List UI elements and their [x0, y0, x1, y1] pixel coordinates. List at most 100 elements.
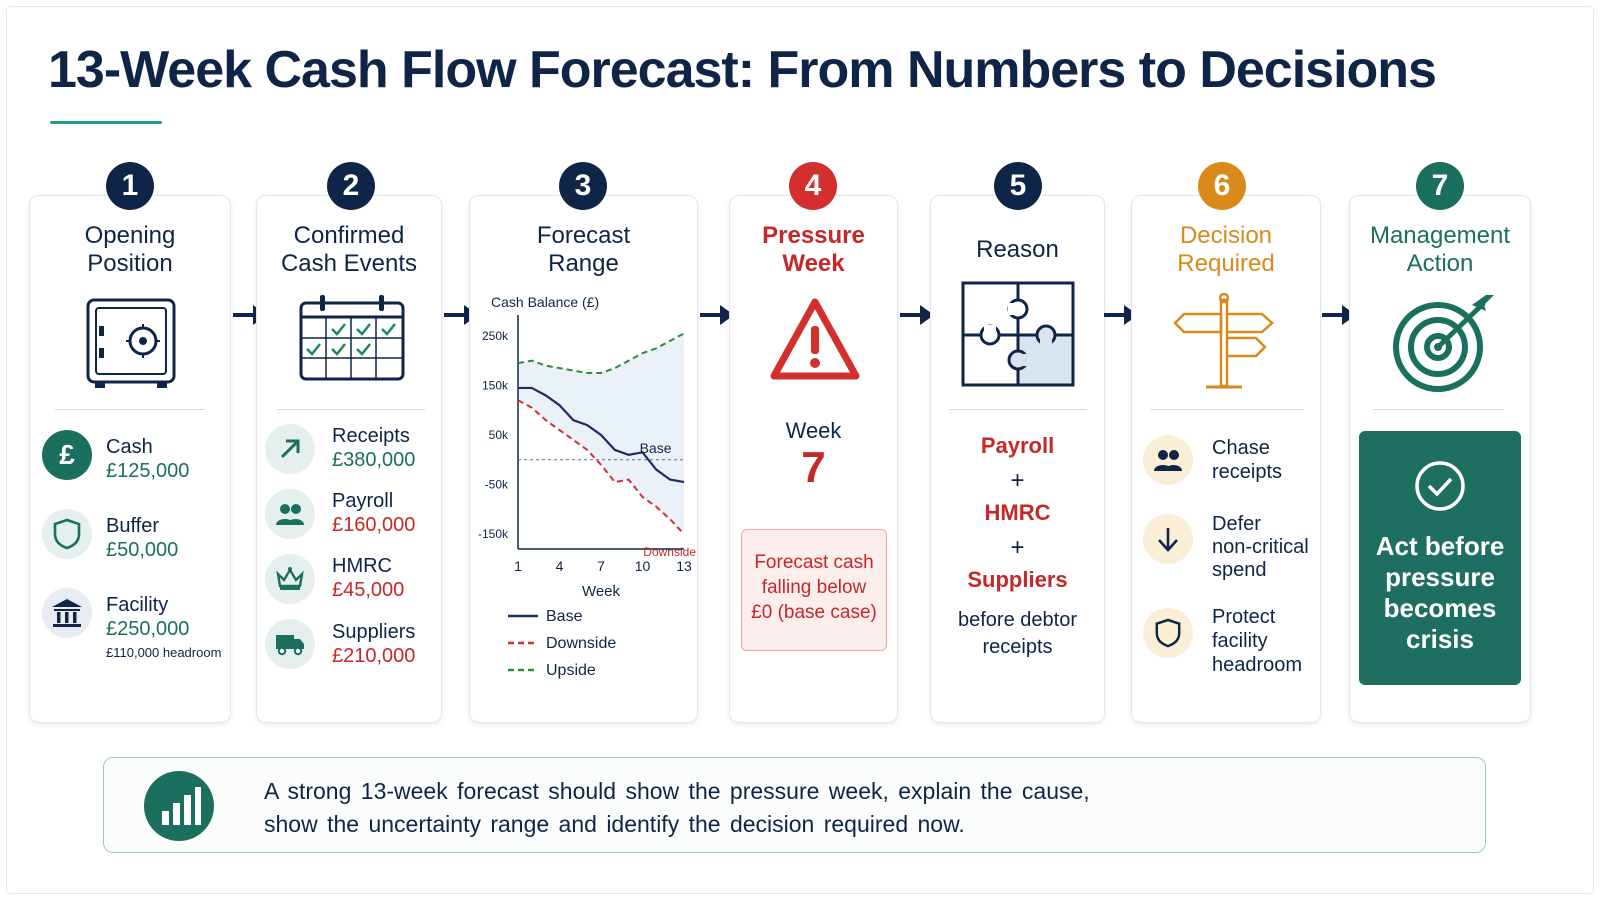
alert-text: falling below — [761, 577, 867, 598]
target-icon — [1393, 295, 1494, 392]
people-icon — [1143, 435, 1193, 485]
alert-text: £0 (base case) — [751, 602, 877, 623]
y-tick-label: 150k — [482, 378, 509, 392]
decision-text: facility — [1212, 630, 1268, 652]
week-value: 7 — [801, 443, 826, 492]
divider — [949, 409, 1087, 410]
item-value: £250,000 — [106, 618, 190, 640]
alert-text: Forecast cash — [754, 552, 874, 573]
reason-note: before debtor — [958, 609, 1077, 631]
card-forecast-range: Forecast Range Cash Balance (£) 250k 150k 50… — [469, 195, 698, 723]
reason-note: receipts — [982, 636, 1053, 658]
puzzle-icon — [961, 281, 1075, 387]
card-title: Opening Position — [84, 222, 176, 277]
legend-label: Upside — [546, 662, 596, 679]
arrow-up-right-icon — [265, 424, 315, 474]
step-number: 6 — [1198, 162, 1246, 210]
legend-label: Base — [546, 608, 583, 625]
card-title: Reason — [976, 236, 1059, 263]
calendar-icon — [299, 295, 405, 381]
alert-box: Forecast cash falling below £0 (base cas… — [741, 529, 887, 651]
card-opening-position: Opening Position £ Cash £125,000 Buffer £… — [29, 195, 231, 723]
summary-box: A strong 13-week forecast should show th… — [103, 757, 1486, 853]
arrow-down-icon — [1143, 514, 1193, 564]
y-tick-label: 250k — [482, 329, 509, 343]
week-label: Week — [785, 418, 842, 443]
card-reason: Reason Payroll + HMRC + Suppliers before… — [930, 195, 1105, 723]
chart-title: Cash Balance (£) — [491, 294, 599, 310]
step-number: 2 — [327, 162, 375, 210]
decision-text: non-critical — [1212, 536, 1309, 558]
card-title: Management Action — [1369, 222, 1511, 277]
card-confirmed-cash-events: Confirmed Cash Events Receipts £380,000 P… — [256, 195, 442, 723]
x-tick-label: 7 — [597, 558, 605, 574]
forecast-chart: Cash Balance (£) 250k 150k 50k -50k -150k 1 4 7 1… — [478, 294, 696, 679]
decision-text: headroom — [1212, 654, 1303, 676]
headroom-note: £110,000 headroom — [106, 645, 222, 660]
shield-icon — [1143, 608, 1193, 658]
step-number: 4 — [789, 162, 837, 210]
card-title: Confirmed Cash Events — [280, 222, 418, 277]
item-label: Suppliers — [332, 621, 416, 643]
card-decision-required: Decision Required Chase receipts Defer no… — [1131, 195, 1321, 723]
item-value: £380,000 — [332, 449, 416, 471]
card-title: Decision Required — [1177, 222, 1275, 277]
series-downside-line — [517, 399, 685, 535]
item-label: Payroll — [332, 490, 394, 512]
item-label: HMRC — [332, 555, 392, 577]
annotation-downside: Downside — [643, 545, 696, 559]
item-value: £50,000 — [106, 539, 179, 561]
safe-icon — [86, 298, 176, 388]
crown-icon — [265, 554, 315, 604]
reason-item: Payroll — [980, 433, 1055, 458]
check-circle-icon — [1415, 461, 1465, 511]
item-label: Receipts — [332, 425, 410, 447]
series-upside-line — [517, 332, 685, 375]
series-base-line — [518, 386, 685, 484]
card-pressure-week: Pressure Week Week 7 Forecast cash fallin… — [729, 195, 898, 723]
annotation-base: Base — [640, 440, 672, 456]
arrow-right-icon — [900, 305, 934, 325]
x-tick-label: 10 — [635, 558, 651, 574]
card-management-action: Management Action Act before pressure bec… — [1349, 195, 1531, 723]
reason-item: HMRC — [984, 500, 1051, 525]
page-frame — [6, 6, 1594, 894]
item-label: Buffer — [106, 515, 159, 537]
y-tick-label: 50k — [489, 428, 509, 442]
divider — [55, 409, 205, 410]
decision-text: spend — [1212, 559, 1267, 581]
y-tick-label: -150k — [478, 527, 509, 541]
divider — [1372, 409, 1504, 410]
step-number: 3 — [559, 162, 607, 210]
summary-text: A strong 13-week forecast should show th… — [264, 778, 1090, 837]
y-tick-label: -50k — [485, 478, 509, 492]
shield-icon — [42, 509, 92, 559]
legend-label: Downside — [546, 635, 616, 652]
step-number: 7 — [1416, 162, 1464, 210]
item-value: £45,000 — [332, 579, 405, 601]
action-text: crisis — [1406, 624, 1474, 654]
signpost-icon — [1173, 292, 1274, 389]
step-number: 1 — [106, 162, 154, 210]
decision-text: Protect — [1212, 606, 1276, 628]
item-label: Facility — [106, 594, 169, 616]
pound-icon: £ — [42, 430, 92, 480]
x-tick-label: 13 — [676, 558, 692, 574]
item-value: £125,000 — [106, 460, 190, 482]
truck-icon — [265, 619, 315, 669]
decision-text: Chase — [1212, 437, 1270, 459]
page-title: 13-Week Cash Flow Forecast: From Numbers… — [48, 41, 1437, 99]
x-tick-label: 1 — [514, 558, 522, 574]
plus-sign: + — [1010, 467, 1025, 494]
bank-icon — [42, 588, 92, 638]
action-text: becomes — [1383, 593, 1497, 623]
reason-item: Suppliers — [967, 567, 1068, 592]
card-title: Pressure Week — [762, 222, 865, 277]
x-tick-label: 4 — [556, 558, 564, 574]
card-title: Forecast Range — [536, 222, 631, 277]
divider — [1150, 409, 1304, 410]
item-value: £210,000 — [332, 645, 416, 667]
x-axis-label: Week — [582, 583, 621, 600]
decision-text: Defer — [1212, 513, 1261, 535]
plus-sign: + — [1010, 534, 1025, 561]
